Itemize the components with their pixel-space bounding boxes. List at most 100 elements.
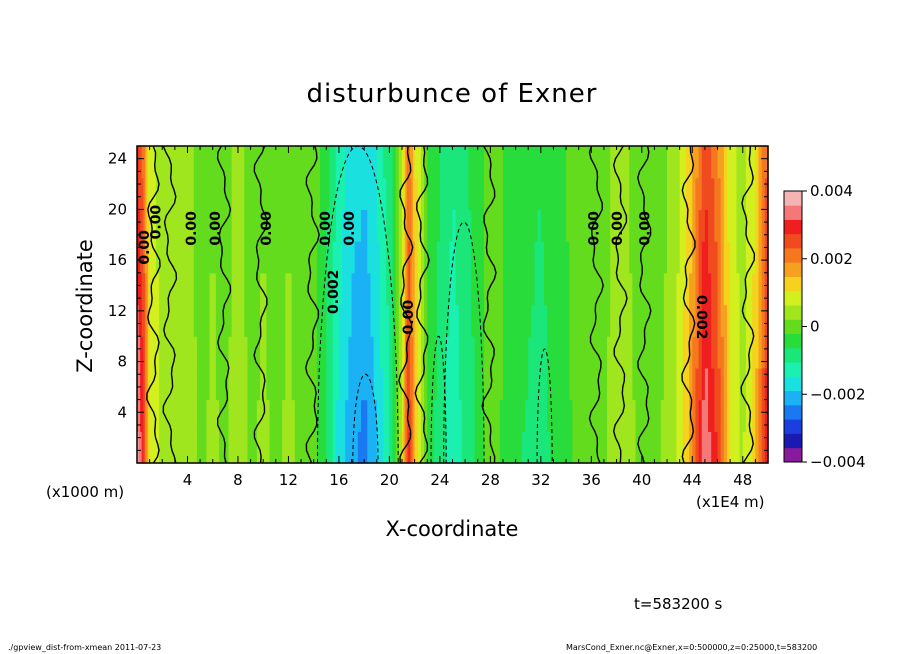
- field-cell: [708, 177, 712, 210]
- field-cell: [556, 146, 561, 179]
- field-cell: [266, 209, 271, 242]
- field-cell: [455, 209, 460, 242]
- field-cell: [616, 209, 621, 242]
- field-cell: [200, 399, 204, 432]
- field-cell: [531, 431, 536, 464]
- field-cell: [162, 431, 166, 464]
- field-cell: [578, 272, 583, 306]
- field-cell: [455, 146, 460, 179]
- field-cell: [395, 367, 400, 401]
- field-cell: [253, 209, 258, 242]
- field-cell: [682, 336, 687, 369]
- field-cell: [550, 431, 555, 464]
- field-cell: [588, 304, 592, 337]
- field-cell: [361, 177, 365, 210]
- field-cell: [569, 209, 573, 242]
- field-cell: [600, 241, 605, 274]
- field-cell: [569, 399, 573, 432]
- field-cell: [351, 146, 356, 179]
- field-cell: [607, 367, 611, 401]
- field-cell: [739, 209, 744, 242]
- field-cell: [297, 146, 302, 179]
- field-cell: [332, 241, 337, 274]
- field-cell: [537, 272, 542, 306]
- field-cell: [443, 241, 447, 274]
- field-cell: [761, 304, 766, 337]
- field-cell: [682, 146, 687, 179]
- field-cell: [695, 146, 700, 179]
- field-cell: [550, 209, 555, 242]
- field-cell: [253, 304, 258, 337]
- field-cell: [389, 272, 394, 306]
- field-cell: [146, 304, 149, 337]
- field-cell: [417, 431, 422, 464]
- field-cell: [613, 241, 618, 274]
- field-cell: [588, 336, 592, 369]
- field-cell: [461, 336, 466, 369]
- field-cell: [723, 399, 728, 432]
- plot-area: [137, 146, 769, 464]
- field-cell: [534, 241, 539, 274]
- field-cell: [200, 146, 204, 179]
- field-cell: [231, 336, 236, 369]
- field-cell: [395, 241, 400, 274]
- field-cell: [241, 336, 245, 369]
- field-cell: [502, 367, 507, 401]
- x-tick-label: 20: [380, 471, 399, 489]
- field-cell: [591, 336, 596, 369]
- field-cell: [430, 304, 435, 337]
- colorbar-swatch: [784, 205, 802, 220]
- field-cell: [755, 177, 760, 210]
- field-cell: [244, 272, 249, 306]
- field-cell: [405, 304, 408, 337]
- field-cell: [547, 336, 551, 369]
- field-cell: [755, 399, 760, 432]
- field-cell: [632, 399, 637, 432]
- field-cell: [723, 177, 728, 210]
- field-cell: [168, 241, 173, 274]
- field-cell: [206, 209, 211, 242]
- field-cell: [140, 367, 143, 401]
- field-cell: [272, 304, 277, 337]
- field-cell: [155, 367, 160, 401]
- field-cell: [667, 209, 671, 242]
- field-cell: [222, 399, 226, 432]
- field-cell: [427, 177, 432, 210]
- field-cell: [575, 272, 580, 306]
- field-cell: [433, 146, 438, 179]
- field-cell: [193, 367, 198, 401]
- field-cell: [398, 431, 403, 464]
- field-cell: [414, 177, 419, 210]
- field-cell: [395, 399, 400, 432]
- field-cell: [405, 399, 408, 432]
- field-cell: [282, 399, 286, 432]
- field-cell: [351, 399, 356, 432]
- field-cell: [562, 399, 567, 432]
- field-cell: [569, 336, 573, 369]
- field-cell: [414, 241, 419, 274]
- contour-line: [304, 145, 320, 464]
- field-cell: [449, 399, 454, 432]
- field-cell: [168, 209, 173, 242]
- field-cell: [742, 146, 747, 179]
- field-cell: [446, 431, 450, 464]
- field-cell: [345, 367, 349, 401]
- field-cell: [219, 431, 223, 464]
- field-cell: [338, 431, 343, 464]
- field-cell: [354, 209, 359, 242]
- field-cell: [307, 177, 312, 210]
- field-cell: [657, 241, 662, 274]
- field-cell: [335, 272, 340, 306]
- field-cell: [168, 304, 173, 337]
- field-cell: [730, 209, 734, 242]
- contour-label: 0.00: [149, 205, 165, 240]
- field-cell: [512, 336, 517, 369]
- field-cell: [291, 336, 296, 369]
- field-cell: [446, 209, 450, 242]
- field-cell: [461, 146, 466, 179]
- field-cell: [717, 431, 722, 464]
- field-cell: [698, 399, 703, 432]
- field-cell: [282, 272, 286, 306]
- field-cell: [704, 431, 709, 464]
- field-cell: [219, 272, 223, 306]
